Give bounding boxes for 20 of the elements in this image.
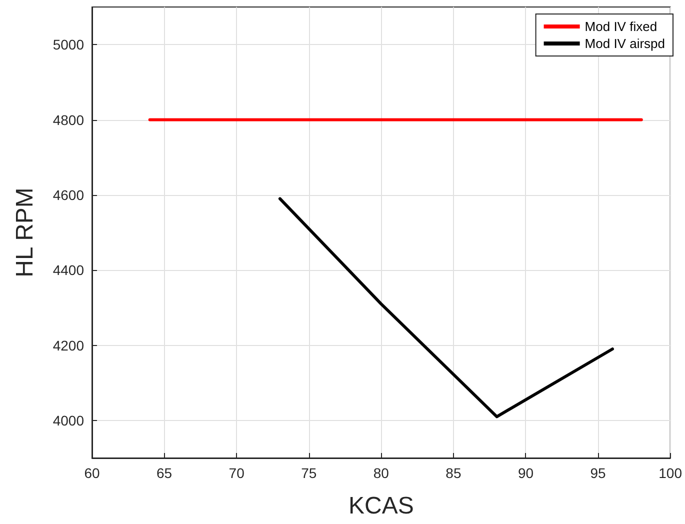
legend-label: Mod IV fixed	[584, 19, 658, 34]
y-tick-label: 4200	[52, 337, 84, 354]
y-tick-label: 4400	[52, 262, 84, 278]
x-tick-label: 80	[373, 465, 390, 481]
y-tick-label: 4600	[52, 186, 84, 203]
line-series	[278, 197, 614, 418]
legend-label: Mod IV airspd	[584, 36, 665, 51]
x-axis-title: KCAS	[348, 492, 414, 520]
x-tick-label: 85	[446, 465, 462, 481]
x-tick-label: 60	[84, 465, 100, 481]
y-tick-label: 5000	[52, 36, 84, 53]
y-tick-label: 4000	[52, 412, 84, 428]
x-tick-label: 75	[301, 465, 317, 481]
x-tick-label: 95	[590, 465, 606, 481]
x-tick-label: 70	[228, 465, 245, 481]
x-tick-label: 65	[156, 465, 172, 481]
x-tick-label: 100	[658, 465, 682, 481]
x-tick-label: 90	[518, 465, 534, 481]
y-tick-label: 4800	[52, 112, 84, 128]
y-axis-title: HL RPM	[12, 188, 38, 278]
